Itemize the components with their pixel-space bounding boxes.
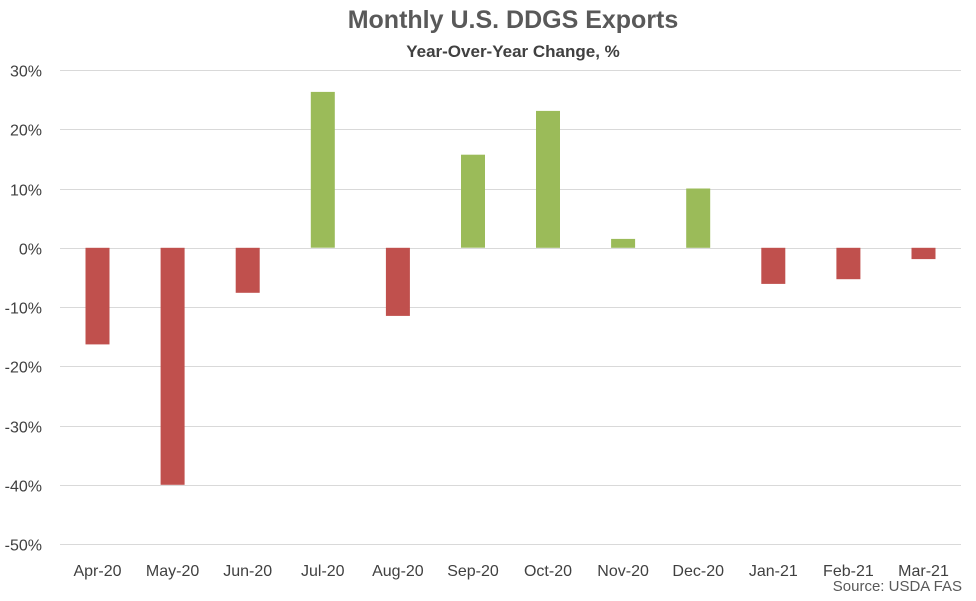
x-tick-label: Sep-20	[447, 563, 499, 580]
x-tick-label: Mar-21	[898, 563, 949, 580]
y-tick-label: 20%	[10, 123, 42, 140]
bar-nov-20	[611, 238, 636, 248]
y-tick-label: -10%	[5, 301, 42, 318]
x-tick-label: Feb-21	[823, 563, 874, 580]
gridlines	[60, 70, 961, 545]
bar-dec-20	[686, 188, 711, 248]
y-tick-label: -50%	[5, 538, 42, 555]
y-tick-label: 0%	[19, 242, 42, 259]
x-tick-label: Jul-20	[301, 563, 345, 580]
x-tick-label: Dec-20	[672, 563, 724, 580]
y-tick-label: -30%	[5, 420, 42, 437]
y-tick-label: -40%	[5, 479, 42, 496]
bar-jan-21	[761, 247, 786, 284]
x-tick-label: Apr-20	[73, 563, 121, 580]
bar-jul-20	[310, 91, 335, 248]
y-axis-ticks: 30% 20% 10% 0% -10% -20% -30% -40% -50%	[5, 64, 42, 555]
bar-may-20	[160, 247, 185, 485]
bars	[85, 91, 936, 485]
chart-subtitle: Year-Over-Year Change, %	[406, 42, 620, 61]
source-note: Source: USDA FAS	[832, 578, 962, 595]
x-tick-label: Jan-21	[749, 563, 798, 580]
y-tick-label: 10%	[10, 183, 42, 200]
bar-apr-20	[85, 247, 110, 345]
x-axis-ticks: Apr-20 May-20 Jun-20 Jul-20 Aug-20 Sep-20 Oct-…	[73, 563, 948, 580]
x-tick-label: Oct-20	[524, 563, 572, 580]
x-tick-label: May-20	[146, 563, 199, 580]
x-tick-label: Jun-20	[223, 563, 272, 580]
y-tick-label: -20%	[5, 360, 42, 377]
bar-oct-20	[536, 110, 560, 248]
y-tick-label: 30%	[10, 64, 42, 81]
bar-feb-21	[836, 247, 861, 280]
bar-mar-21	[911, 247, 936, 260]
chart-title: Monthly U.S. DDGS Exports	[347, 6, 679, 34]
bar-sep-20	[461, 154, 485, 248]
x-tick-label: Nov-20	[597, 563, 649, 580]
x-tick-label: Aug-20	[372, 563, 424, 580]
bar-aug-20	[385, 247, 410, 316]
bar-jun-20	[235, 247, 260, 293]
